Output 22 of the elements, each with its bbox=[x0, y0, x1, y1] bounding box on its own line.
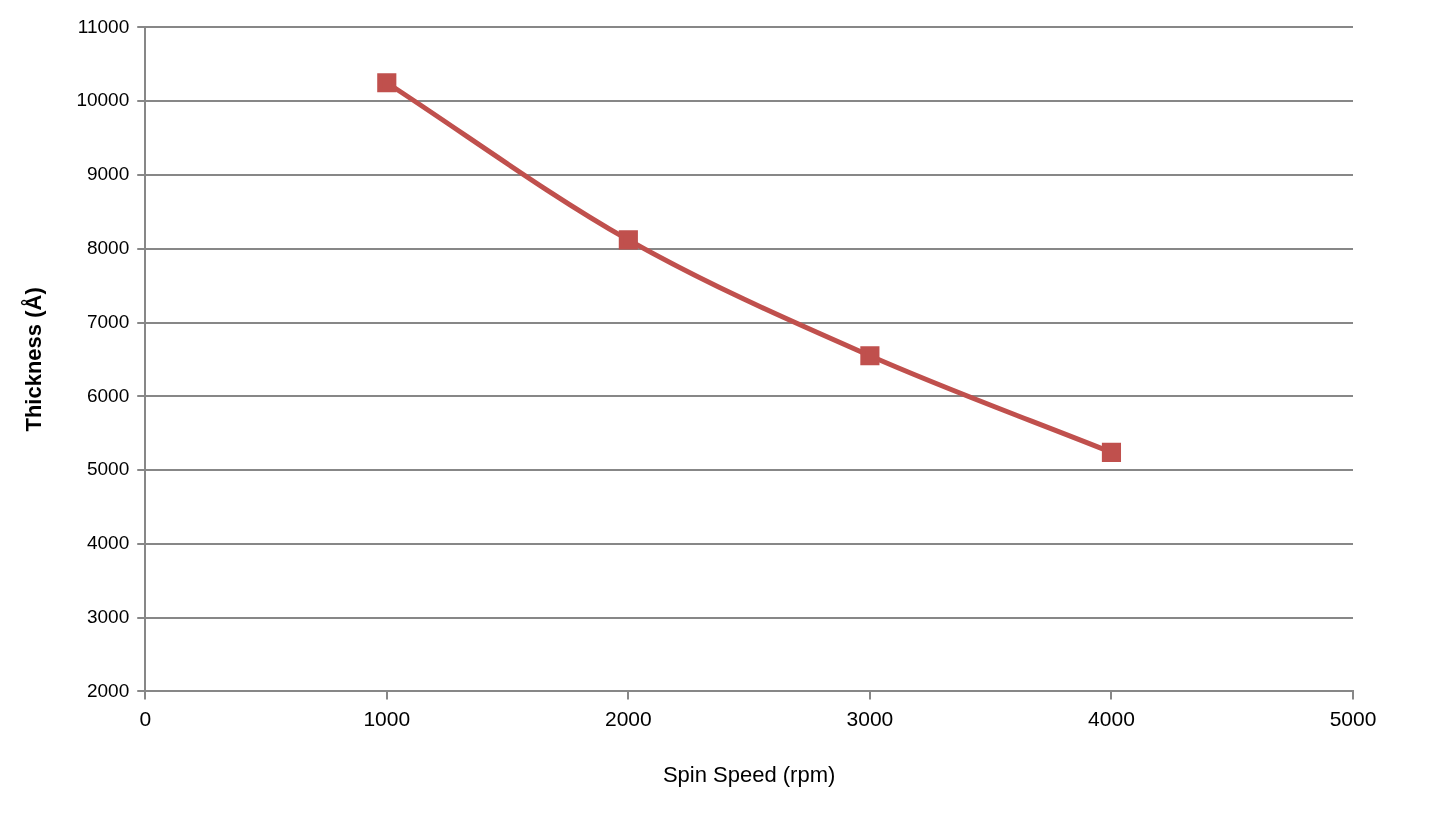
y-tick-label: 10000 bbox=[76, 89, 130, 111]
y-tick-label: 11000 bbox=[77, 15, 130, 37]
y-tick-label: 8000 bbox=[86, 236, 130, 258]
x-tick-label: 2000 bbox=[604, 706, 652, 730]
y-tick-label: 6000 bbox=[86, 384, 130, 406]
x-tick-label: 5000 bbox=[1329, 706, 1377, 730]
y-tick-label: 2000 bbox=[86, 679, 130, 701]
x-tick-label: 0 bbox=[139, 706, 152, 730]
x-axis-title: Spin Speed (rpm) bbox=[662, 761, 836, 787]
y-axis-title: Thickness (Å) bbox=[20, 287, 47, 432]
x-tick-label: 3000 bbox=[846, 706, 894, 730]
y-tick-label: 7000 bbox=[86, 310, 130, 332]
x-tick-label: 4000 bbox=[1088, 706, 1135, 730]
point bbox=[860, 346, 880, 366]
point bbox=[377, 73, 397, 93]
point bbox=[618, 230, 638, 250]
point bbox=[1101, 442, 1122, 462]
y-tick-label: 3000 bbox=[86, 605, 130, 627]
y-tick-label: 5000 bbox=[86, 458, 130, 480]
y-tick-label: 9000 bbox=[86, 163, 130, 185]
y-tick-label: 4000 bbox=[86, 532, 130, 554]
x-tick-label: 1000 bbox=[363, 706, 411, 730]
